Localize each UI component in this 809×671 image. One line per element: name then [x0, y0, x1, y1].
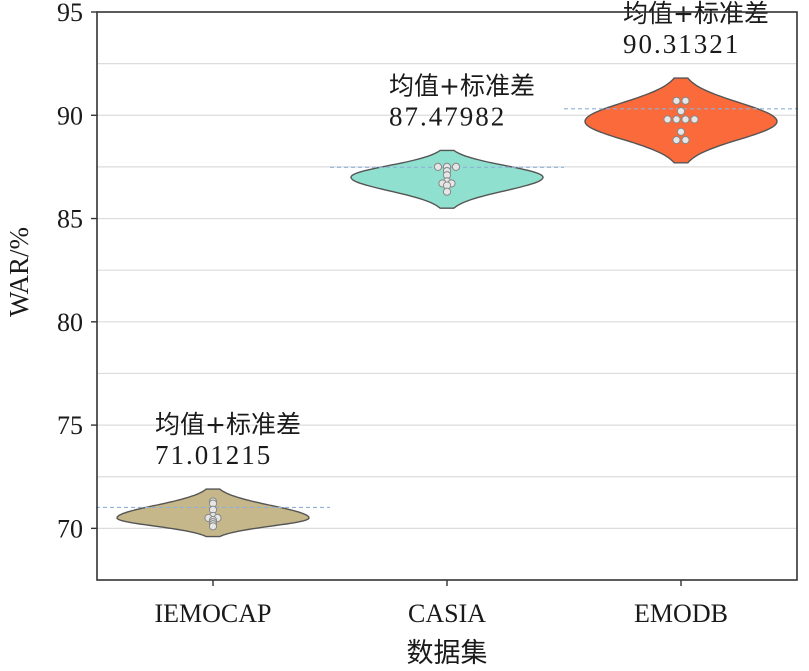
- annotation-value: 71.01215: [155, 440, 272, 470]
- violin-emodb: [584, 77, 778, 164]
- data-point: [451, 162, 461, 172]
- data-point: [672, 115, 681, 124]
- data-point: [681, 96, 690, 105]
- y-tick-label: 80: [57, 308, 83, 337]
- y-tick-label: 95: [57, 0, 83, 27]
- data-point: [433, 162, 443, 172]
- data-point: [676, 127, 686, 136]
- y-axis-label: WAR/%: [4, 227, 34, 317]
- grid-lines: [97, 63, 797, 529]
- data-points: [204, 96, 699, 531]
- data-point: [681, 115, 690, 124]
- data-point: [672, 135, 681, 145]
- x-axis-label: 数据集: [407, 638, 488, 668]
- annotation-value: 90.31321: [623, 29, 740, 59]
- data-point: [690, 115, 699, 124]
- y-tick-label: 90: [57, 101, 83, 130]
- y-tick-label: 75: [57, 411, 83, 440]
- data-point: [208, 522, 218, 531]
- x-axis-ticks: IEMOCAP CASIA EMODB: [154, 580, 728, 628]
- annotation-label: 均值+标准差: [623, 0, 769, 28]
- mean-std-lines: [96, 108, 798, 509]
- annotation-label: 均值+标准差: [389, 71, 535, 100]
- annotations: 均值+标准差71.01215均值+标准差87.47982均值+标准差90.313…: [155, 0, 769, 470]
- x-tick-label: EMODB: [634, 599, 728, 628]
- annotation-value: 87.47982: [389, 101, 506, 131]
- data-point: [672, 96, 681, 105]
- data-point: [681, 135, 690, 145]
- y-axis-ticks: 70 75 80 85 90 95: [57, 0, 97, 543]
- y-tick-label: 85: [57, 205, 83, 234]
- data-point: [676, 107, 686, 116]
- data-point: [442, 187, 452, 196]
- annotation-label: 均值+标准差: [155, 410, 301, 439]
- x-tick-label: IEMOCAP: [154, 599, 271, 628]
- x-tick-label: CASIA: [408, 599, 486, 628]
- data-point: [663, 115, 672, 124]
- y-tick-label: 70: [57, 514, 83, 543]
